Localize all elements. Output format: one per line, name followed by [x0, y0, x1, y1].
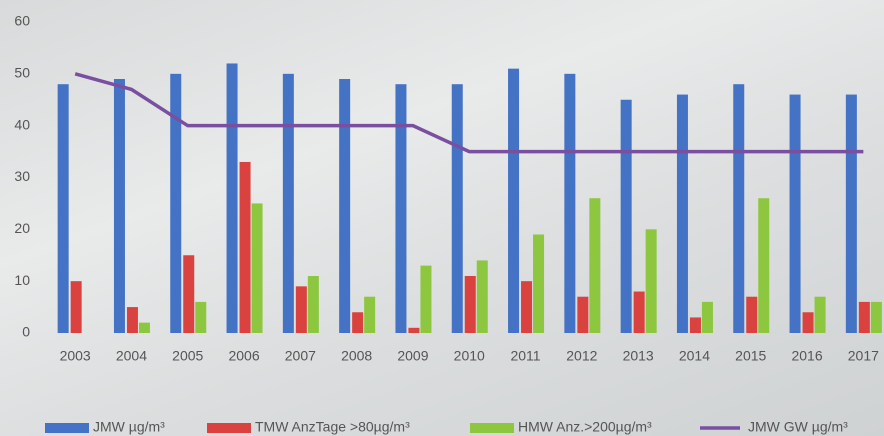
bar [364, 297, 375, 333]
legend-swatch [45, 423, 89, 433]
x-tick-label: 2007 [285, 348, 316, 364]
bar [183, 255, 194, 333]
x-tick-label: 2005 [172, 348, 203, 364]
bar [533, 235, 544, 333]
legend-label: HMW Anz.>200µg/m³ [518, 419, 652, 435]
bar [71, 281, 82, 333]
bar [646, 229, 657, 333]
bar [815, 297, 826, 333]
bar [871, 302, 882, 333]
x-tick-label: 2012 [566, 348, 597, 364]
bar [758, 198, 769, 333]
bar [240, 162, 251, 333]
bar [452, 84, 463, 333]
bar [139, 323, 150, 333]
x-tick-label: 2006 [228, 348, 259, 364]
bar [521, 281, 532, 333]
x-tick-label: 2004 [116, 348, 147, 364]
x-tick-label: 2010 [454, 348, 485, 364]
bar [252, 203, 263, 333]
bar [677, 95, 688, 333]
bar [634, 292, 645, 333]
bar [465, 276, 476, 333]
legend-swatch [470, 423, 514, 433]
bar [589, 198, 600, 333]
x-tick-label: 2015 [735, 348, 766, 364]
bar [308, 276, 319, 333]
bar [114, 79, 125, 333]
y-tick-label: 10 [14, 272, 30, 288]
y-tick-label: 30 [14, 168, 30, 184]
bar [420, 266, 431, 333]
bar [283, 74, 294, 333]
bar [339, 79, 350, 333]
bar [621, 100, 632, 333]
line [75, 74, 863, 152]
bar [352, 312, 363, 333]
y-tick-label: 20 [14, 220, 30, 236]
x-tick-label: 2009 [397, 348, 428, 364]
bar [395, 84, 406, 333]
legend-label: JMW GW µg/m³ [748, 419, 848, 435]
bar [846, 95, 857, 333]
legend-label: JMW µg/m³ [93, 419, 165, 435]
x-tick-label: 2003 [60, 348, 91, 364]
bar [803, 312, 814, 333]
bar [577, 297, 588, 333]
x-tick-label: 2016 [791, 348, 822, 364]
bar [477, 260, 488, 333]
bar [790, 95, 801, 333]
y-tick-label: 0 [22, 324, 30, 340]
y-tick-label: 50 [14, 65, 30, 81]
x-tick-label: 2017 [848, 348, 879, 364]
bar [690, 317, 701, 333]
legend-swatch [207, 423, 251, 433]
bar [733, 84, 744, 333]
bar [195, 302, 206, 333]
x-tick-label: 2013 [623, 348, 654, 364]
x-tick-label: 2008 [341, 348, 372, 364]
x-tick-label: 2014 [679, 348, 710, 364]
bar [746, 297, 757, 333]
bar [296, 286, 307, 333]
bar [408, 328, 419, 333]
bar [702, 302, 713, 333]
bar [127, 307, 138, 333]
bar [58, 84, 69, 333]
bar [227, 63, 238, 333]
y-tick-label: 40 [14, 116, 30, 132]
bar [564, 74, 575, 333]
chart: 0 10 20 30 40 50 60 2003 2004 2005 2006 2007 2008 200… [0, 0, 884, 436]
legend-label: TMW AnzTage >80µg/m³ [255, 419, 410, 435]
bar [170, 74, 181, 333]
bar [859, 302, 870, 333]
y-tick-label: 60 [14, 13, 30, 29]
x-tick-label: 2011 [510, 348, 540, 364]
bar [508, 69, 519, 333]
